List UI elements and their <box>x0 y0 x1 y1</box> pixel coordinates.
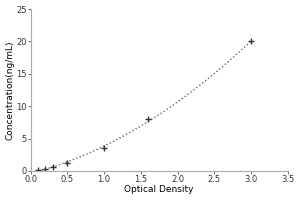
Y-axis label: Concentration(ng/mL): Concentration(ng/mL) <box>6 40 15 140</box>
X-axis label: Optical Density: Optical Density <box>124 185 194 194</box>
